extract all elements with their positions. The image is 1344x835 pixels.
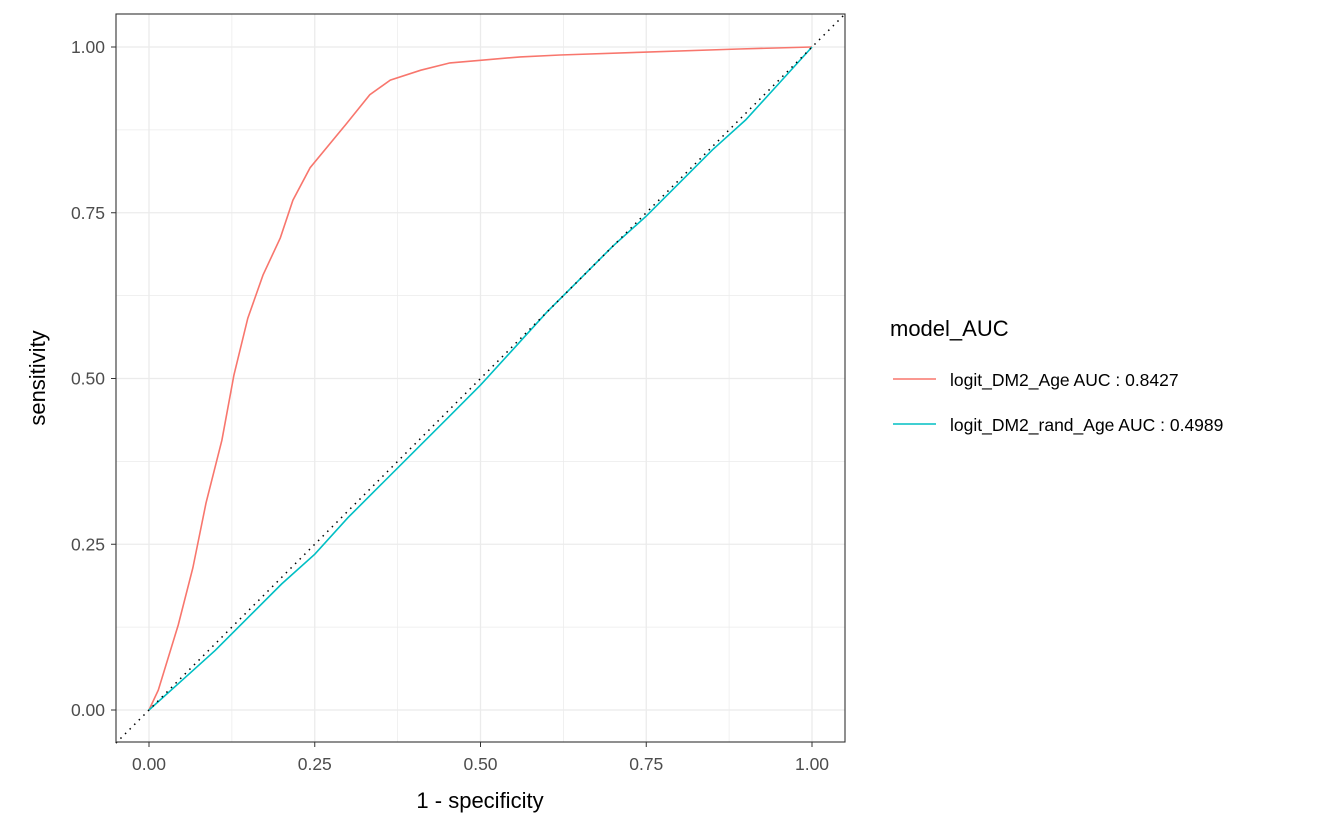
series-lines bbox=[115, 13, 846, 744]
series-line-0 bbox=[148, 46, 813, 711]
legend-label-1: logit_DM2_rand_Age AUC : 0.4989 bbox=[950, 415, 1223, 436]
legend-label-0: logit_DM2_Age AUC : 0.8427 bbox=[950, 370, 1179, 391]
series-line-1 bbox=[148, 46, 813, 711]
y-tick-label: 0.25 bbox=[71, 534, 105, 554]
x-tick-label: 0.25 bbox=[298, 754, 332, 774]
grid bbox=[116, 14, 845, 742]
y-tick-label: 0.00 bbox=[71, 700, 105, 720]
y-axis-label: sensitivity bbox=[25, 330, 50, 425]
y-tick-label: 0.75 bbox=[71, 203, 105, 223]
x-tick-label: 0.50 bbox=[463, 754, 497, 774]
legend: model_AUC logit_DM2_Age AUC : 0.8427 log… bbox=[890, 316, 1223, 436]
y-axis: 0.00 0.25 0.50 0.75 1.00 bbox=[71, 37, 116, 720]
x-tick-label: 1.00 bbox=[795, 754, 829, 774]
legend-title: model_AUC bbox=[890, 316, 1009, 341]
reference-diagonal bbox=[115, 13, 846, 744]
x-axis-label: 1 - specificity bbox=[416, 788, 543, 813]
y-tick-label: 1.00 bbox=[71, 37, 105, 57]
y-tick-label: 0.50 bbox=[71, 369, 105, 389]
x-tick-label: 0.75 bbox=[629, 754, 663, 774]
x-tick-label: 0.00 bbox=[132, 754, 166, 774]
x-axis: 0.00 0.25 0.50 0.75 1.00 bbox=[132, 742, 829, 774]
